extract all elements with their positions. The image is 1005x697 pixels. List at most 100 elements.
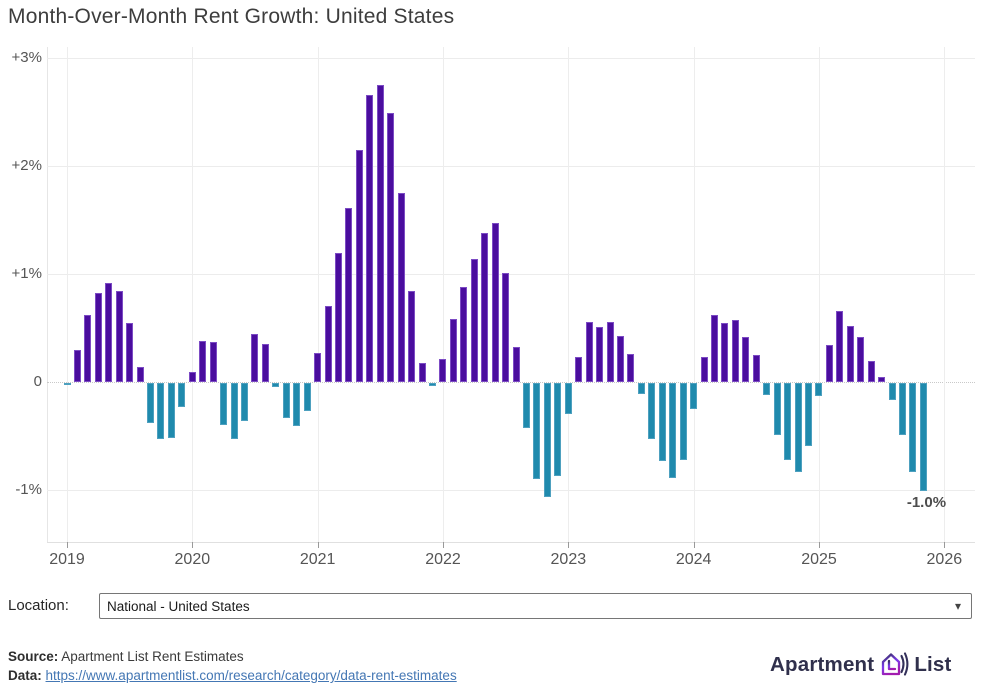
x-axis-tickmark [944,542,946,548]
bar-2021-10[interactable] [408,291,416,382]
bar-2023-02[interactable] [575,357,583,382]
bar-2022-04[interactable] [470,258,478,382]
logo-word-apartment: Apartment [770,653,875,676]
bar-2025-10[interactable] [909,383,917,472]
bar-2020-07[interactable] [251,334,259,382]
bar-2022-02[interactable] [449,319,457,382]
bar-2024-08[interactable] [763,383,771,395]
bar-2019-07[interactable] [126,322,134,382]
bar-2024-02[interactable] [700,357,708,382]
bar-2020-05[interactable] [230,383,238,440]
bar-2024-06[interactable] [742,336,750,382]
bar-2024-11[interactable] [794,383,802,472]
bar-2024-04[interactable] [721,322,729,382]
bar-2020-10[interactable] [282,383,290,418]
bar-2021-08[interactable] [387,113,395,382]
bar-2024-09[interactable] [773,383,781,435]
bar-2021-09[interactable] [397,193,405,382]
bar-2023-01[interactable] [564,383,572,415]
bar-2019-01[interactable] [63,383,71,386]
bar-2020-06[interactable] [241,383,249,421]
bar-2021-12[interactable] [429,383,437,387]
bar-2024-03[interactable] [711,315,719,382]
bar-2023-11[interactable] [669,383,677,479]
bar-2021-06[interactable] [366,94,374,382]
bar-2025-06[interactable] [867,361,875,382]
bar-2025-04[interactable] [846,325,854,382]
bar-2024-01[interactable] [690,383,698,409]
bar-2022-09[interactable] [523,383,531,429]
bar-2021-01[interactable] [314,352,322,382]
bar-2020-01[interactable] [188,372,196,382]
bar-2022-07[interactable] [502,272,510,382]
x-gridline [944,47,946,542]
bar-2020-02[interactable] [199,340,207,382]
bar-2019-08[interactable] [136,366,144,382]
bar-2025-05[interactable] [857,336,865,382]
y-axis-tick-label: +3% [11,49,42,66]
bar-2021-03[interactable] [335,253,343,382]
source-line: Source: Apartment List Rent Estimates [8,649,244,664]
bar-2021-11[interactable] [418,362,426,382]
bar-2022-11[interactable] [543,383,551,498]
bar-2023-10[interactable] [658,383,666,461]
bar-2025-02[interactable] [825,345,833,382]
bar-2021-04[interactable] [345,208,353,382]
bar-2025-09[interactable] [899,383,907,435]
bar-2023-08[interactable] [637,383,645,394]
bar-2021-05[interactable] [355,149,363,382]
y-axis-line [47,47,48,542]
bar-2021-07[interactable] [376,85,384,382]
bar-2019-11[interactable] [167,383,175,439]
bar-2020-08[interactable] [261,344,269,382]
bar-2022-08[interactable] [512,347,520,382]
bar-2023-04[interactable] [596,326,604,382]
bar-2023-07[interactable] [627,353,635,382]
bar-2019-05[interactable] [105,282,113,382]
bar-2022-12[interactable] [554,383,562,476]
bar-2022-06[interactable] [491,223,499,382]
bar-2019-10[interactable] [157,383,165,440]
data-source-link[interactable]: https://www.apartmentlist.com/research/c… [45,668,457,683]
bar-2019-09[interactable] [147,383,155,423]
bar-2020-12[interactable] [303,383,311,412]
bar-2022-05[interactable] [481,232,489,382]
bar-2025-01[interactable] [815,383,823,396]
bar-2025-07[interactable] [878,376,886,382]
bar-2022-10[interactable] [533,383,541,480]
x-gridline [568,47,570,542]
bar-2023-12[interactable] [679,383,687,460]
x-axis-tickmark [67,542,68,548]
bar-2022-03[interactable] [460,286,468,382]
x-axis-tick-label: 2019 [49,551,85,568]
y-gridline [47,274,975,275]
bar-2020-03[interactable] [209,342,217,382]
location-select[interactable]: National - United States ▾ [99,593,972,619]
bar-2024-12[interactable] [805,383,813,446]
bar-2019-04[interactable] [94,293,102,382]
bar-2025-03[interactable] [836,310,844,382]
bar-2023-05[interactable] [606,321,614,382]
bar-2019-06[interactable] [115,291,123,382]
y-gridline [47,490,975,491]
chart-title: Month-Over-Month Rent Growth: United Sta… [8,5,455,28]
bar-2023-09[interactable] [648,383,656,440]
bar-2021-02[interactable] [324,306,332,382]
bar-2023-06[interactable] [617,335,625,382]
bar-2022-01[interactable] [439,359,447,382]
y-axis-tick-label: -1% [15,481,42,498]
bar-2025-11[interactable] [919,383,927,491]
bar-2019-12[interactable] [178,383,186,407]
bar-2025-08[interactable] [888,383,896,401]
bar-2020-11[interactable] [293,383,301,427]
bar-2019-02[interactable] [73,349,81,382]
bar-2024-10[interactable] [784,383,792,460]
bar-2019-03[interactable] [84,315,92,382]
bar-2024-07[interactable] [752,355,760,382]
bar-2020-09[interactable] [272,383,280,388]
bar-2020-04[interactable] [220,383,228,426]
bar-2023-03[interactable] [585,321,593,382]
bar-2024-05[interactable] [731,320,739,382]
y-axis-tick-label: 0 [33,373,42,390]
